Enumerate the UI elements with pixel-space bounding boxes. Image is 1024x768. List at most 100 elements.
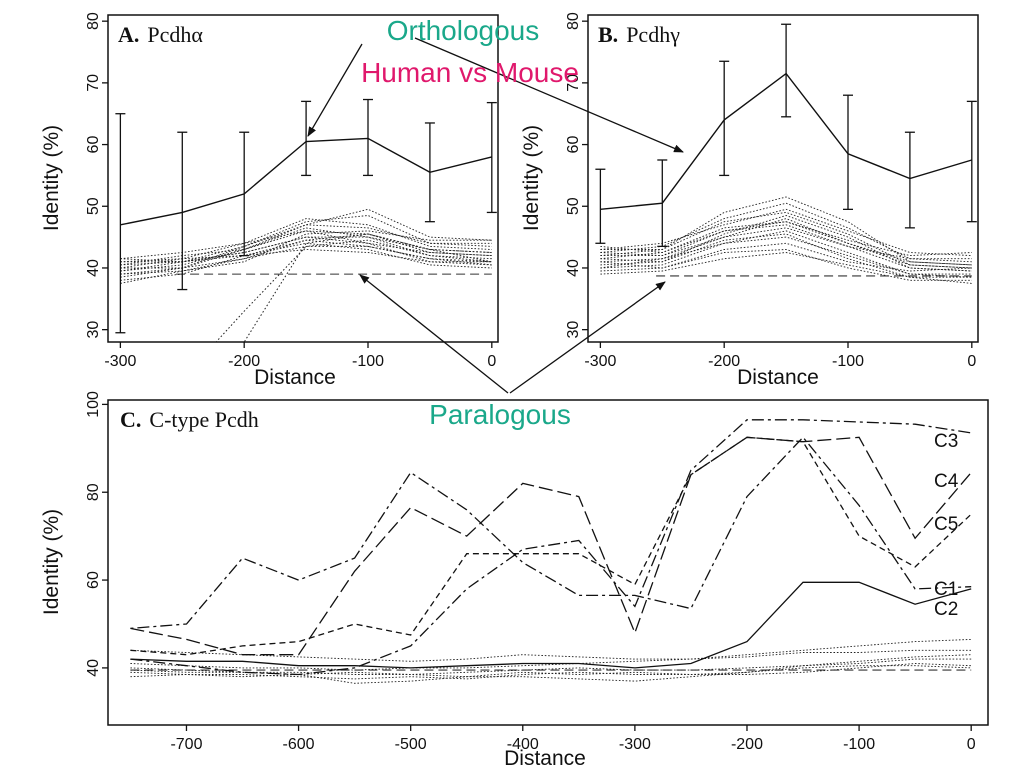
annotation-arrows [307,37,684,394]
human-vs-mouse-annotation: Human vs Mouse [361,57,579,88]
paralog-line [600,252,972,284]
x-tick-label: -700 [170,736,202,753]
y-tick-label: 60 [565,136,582,154]
paralog-line [120,233,492,284]
background-line [130,649,972,662]
paralog-line [600,221,972,269]
x-tick-label: -100 [832,353,864,370]
y-tick-label: 80 [565,12,582,30]
panel-a-x-ticks: -300 -200 -100 0 [104,342,496,370]
panel-b-ortholog-series [595,23,977,248]
arrow-ortholog-a [307,43,363,137]
arrow-ortholog-b [414,37,684,153]
y-tick-label: 40 [85,259,102,277]
background-line [130,665,972,684]
y-tick-label: 80 [85,483,102,501]
panel-b-title: B. Pcdhγ [598,22,680,47]
series-label-c3: C3 [934,431,958,452]
series-label-c2: C2 [934,599,958,620]
series-line-c1 [130,581,972,669]
x-tick-label: -200 [731,736,763,753]
panel-a: 30 40 50 60 70 80 -300 -200 -100 0 A. Pcdhα Ident… [40,12,499,389]
panel-b-y-ticks: 30 40 50 60 70 80 [565,12,588,339]
paralog-line [600,211,972,269]
y-tick-label: 40 [85,659,102,677]
panel-c-title: C. C-type Pcdh [120,407,259,432]
paralog-line [600,218,972,266]
y-tick-label: 30 [565,321,582,339]
panel-a-x-axis-label: Distance [254,366,336,389]
x-tick-label: 0 [487,353,496,370]
paralog-line [120,215,492,263]
x-tick-label: 0 [967,736,976,753]
panel-b-y-axis-label: Identity (%) [520,125,543,231]
panel-b: 30 40 50 60 70 80 -300 -200 -100 0 B. Pcdhγ Ident… [520,12,979,389]
paralog-line [600,236,972,278]
panel-c-background-lines [130,638,972,684]
x-tick-label: -500 [395,736,427,753]
paralog-line [600,208,972,257]
x-tick-label: -100 [843,736,875,753]
paralog-line [120,236,492,266]
panel-a-title: A. Pcdhα [118,22,203,47]
y-tick-label: 50 [565,197,582,215]
x-tick-label: -600 [283,736,315,753]
panel-c-y-ticks: 40 60 80 100 [85,391,108,677]
paralog-outlier-line [215,245,492,342]
paralog-line [120,224,492,278]
panel-b-paralog-lines [600,196,972,284]
paralog-line [600,215,972,272]
series-line-c2 [130,436,972,656]
y-tick-label: 100 [85,391,102,418]
panel-b-frame [587,14,979,343]
background-line [130,638,972,671]
panel-c-series [130,419,972,676]
series-label-c4: C4 [934,471,959,492]
panel-a-y-ticks: 30 40 50 60 70 80 [85,12,108,339]
y-tick-label: 30 [85,321,102,339]
y-tick-label: 70 [85,74,102,92]
arrow-paralog-b [509,281,666,394]
paralog-line [600,196,972,266]
x-tick-label: -400 [507,736,539,753]
panel-c-y-axis-label: Identity (%) [40,509,63,615]
panel-b-x-axis-label: Distance [737,366,819,389]
paralogous-annotation: Paralogous [429,399,571,430]
background-line [130,658,972,675]
series-line-c4 [130,436,972,630]
paralog-line [600,230,972,275]
panel-a-frame [107,14,499,343]
x-tick-label: -100 [352,353,384,370]
paralog-line [600,227,972,263]
y-tick-label: 60 [85,136,102,154]
y-tick-label: 60 [85,571,102,589]
series-label-c1: C1 [934,579,958,600]
y-tick-label: 80 [85,12,102,30]
panel-a-y-axis-label: Identity (%) [40,125,63,231]
panel-c-x-axis-label: Distance [504,747,586,768]
paralog-line [120,239,492,269]
x-tick-label: -200 [708,353,740,370]
x-tick-label: -300 [619,736,651,753]
panel-a-ortholog-series [115,98,497,334]
y-tick-label: 40 [565,259,582,277]
series-label-c5: C5 [934,514,958,535]
series-line-c5 [130,436,972,656]
x-tick-label: 0 [967,353,976,370]
panel-c-frame [107,399,989,726]
x-tick-label: -200 [228,353,260,370]
series-line-c3 [130,419,972,676]
panel-c-x-ticks: -700 -600 -500 -400 -300 -200 -100 0 [170,725,976,753]
x-tick-label: -300 [584,353,616,370]
x-tick-label: -300 [104,353,136,370]
arrow-paralog-a [359,274,509,394]
y-tick-label: 70 [565,74,582,92]
panel-b-x-ticks: -300 -200 -100 0 [584,342,976,370]
orthologous-annotation: Orthologous [387,15,540,46]
y-tick-label: 50 [85,197,102,215]
paralog-line [600,249,972,281]
paralog-line [600,224,972,272]
